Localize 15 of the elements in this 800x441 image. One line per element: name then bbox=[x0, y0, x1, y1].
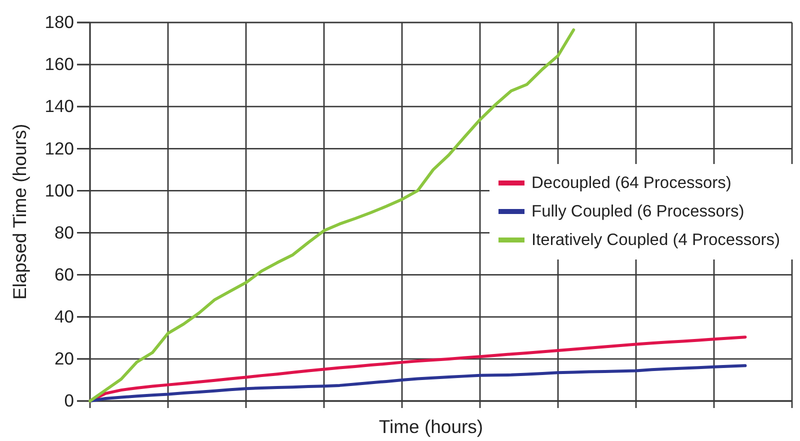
y-tick-label: 20 bbox=[54, 348, 74, 369]
y-tick-label: 160 bbox=[44, 54, 74, 74]
y-tick-label: 80 bbox=[54, 222, 74, 242]
y-tick-label: 140 bbox=[44, 96, 74, 116]
legend-label: Decoupled (64 Processors) bbox=[531, 174, 732, 192]
x-axis-title: Time (hours) bbox=[378, 416, 484, 437]
y-tick-label: 180 bbox=[44, 12, 74, 32]
legend-label: Fully Coupled (6 Processors) bbox=[531, 202, 744, 220]
legend-label: Iteratively Coupled (4 Processors) bbox=[531, 231, 780, 249]
y-tick-label: 0 bbox=[64, 390, 74, 411]
y-axis-title: Elapsed Time (hours) bbox=[9, 124, 30, 300]
y-tick-label: 120 bbox=[44, 138, 74, 158]
y-tick-label: 100 bbox=[44, 180, 74, 200]
y-tick-label: 60 bbox=[54, 264, 74, 284]
y-tick-label: 40 bbox=[54, 306, 74, 326]
